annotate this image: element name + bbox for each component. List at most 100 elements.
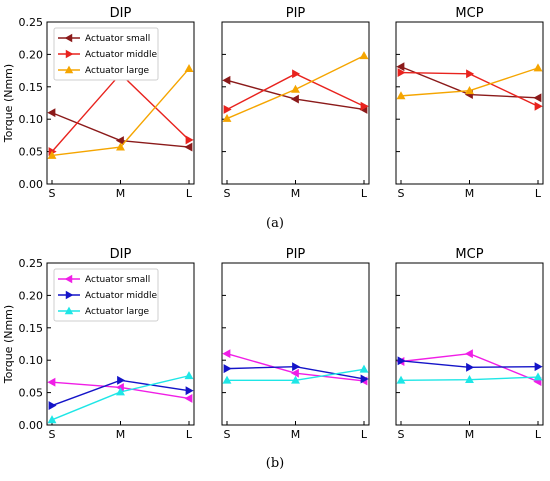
panel-a-pip: PIP S M L <box>221 6 370 200</box>
legend-box <box>53 268 159 322</box>
data-point-2-0 <box>222 113 232 122</box>
data-point-2-2 <box>359 364 369 373</box>
x-tick-label: L <box>361 428 368 441</box>
data-point-1-0 <box>48 401 57 411</box>
data-point-2-0 <box>47 415 57 424</box>
legend-entry: Actuator large <box>85 66 150 76</box>
data-point-1-2 <box>185 135 194 145</box>
x-tick-label: M <box>116 428 126 441</box>
panel-title: PIP <box>286 247 306 262</box>
x-tick-label: L <box>535 187 542 200</box>
y-tick-label: 0.10 <box>19 354 44 367</box>
caption-a: (a) <box>266 216 284 231</box>
panel-b-dip: DIP 0.00 0.05 0.10 0.15 0.20 0.25 S M L Torque (Nm… <box>2 247 195 441</box>
x-tick-label: M <box>465 187 475 200</box>
data-point-0-2 <box>184 393 193 403</box>
data-point-1-0 <box>397 68 406 77</box>
y-tick-label: 0.20 <box>19 48 44 61</box>
data-point-1-1 <box>117 375 126 385</box>
legend-entry: Actuator middle <box>85 291 157 301</box>
y-axis-label: Torque (Nmm) <box>2 64 15 143</box>
x-tick-label: L <box>186 428 193 441</box>
data-point-1-0 <box>397 356 406 366</box>
data-point-2-0 <box>396 91 406 100</box>
series-line-0 <box>226 79 365 111</box>
y-tick-label: 0.00 <box>19 178 44 191</box>
data-point-0-1 <box>290 94 299 104</box>
legend-marker <box>64 65 74 74</box>
data-point-1-2 <box>360 101 369 111</box>
data-point-2-2 <box>533 372 543 381</box>
legend-marker <box>65 49 74 59</box>
data-point-2-0 <box>47 150 57 159</box>
panel-b-mcp: MCP S M L <box>395 247 544 441</box>
data-point-1-2 <box>185 386 194 396</box>
data-point-2-0 <box>222 375 232 384</box>
legend-marker <box>64 33 73 43</box>
y-tick-label: 0.25 <box>19 257 44 270</box>
data-point-0-0 <box>222 349 231 359</box>
data-point-1-2 <box>534 362 543 372</box>
panel-title: MCP <box>455 247 483 262</box>
legend-entry: Actuator large <box>85 307 150 317</box>
y-tick-label: 0.05 <box>19 387 44 400</box>
legend-entry: Actuator middle <box>85 50 157 60</box>
data-point-0-0 <box>47 377 56 387</box>
caption-b: (b) <box>265 456 285 471</box>
data-point-0-2 <box>184 142 193 152</box>
data-point-1-1 <box>292 69 301 79</box>
legend-marker <box>65 290 74 300</box>
data-point-1-1 <box>466 69 475 79</box>
data-point-0-1 <box>115 136 124 146</box>
x-tick-label: M <box>116 187 126 200</box>
x-tick-label: S <box>224 187 231 200</box>
data-point-2-0 <box>396 375 406 384</box>
data-point-2-1 <box>116 142 125 151</box>
legend-entry: Actuator small <box>85 275 150 285</box>
y-tick-label: 0.00 <box>19 419 44 432</box>
data-point-2-2 <box>533 63 543 72</box>
panel-title: DIP <box>110 6 132 21</box>
x-tick-label: L <box>361 187 368 200</box>
panel-a-dip: DIP 0.00 0.05 0.10 0.15 0.20 0.25 S M L Torque (Nm… <box>2 6 195 200</box>
data-point-1-2 <box>360 374 369 384</box>
plot-frame <box>395 21 544 185</box>
x-tick-label: S <box>49 187 56 200</box>
x-tick-label: S <box>224 428 231 441</box>
data-point-2-1 <box>465 375 474 384</box>
legend-box <box>53 27 159 81</box>
data-point-0-1 <box>290 368 299 378</box>
data-point-1-2 <box>534 101 543 111</box>
panel-a-mcp: MCP S M L <box>395 6 544 200</box>
x-tick-label: S <box>49 428 56 441</box>
legend-entry: Actuator small <box>85 34 150 44</box>
y-tick-label: 0.15 <box>19 322 44 335</box>
data-point-0-0 <box>396 62 405 72</box>
data-point-2-1 <box>291 375 300 384</box>
data-point-1-0 <box>223 105 232 114</box>
data-point-1-1 <box>292 362 301 372</box>
panel-title: MCP <box>455 6 483 21</box>
y-axis-label: Torque (Nmm) <box>2 305 15 384</box>
plot-frame <box>221 21 370 185</box>
legend-marker <box>64 306 74 315</box>
y-tick-label: 0.25 <box>19 16 44 29</box>
panel-title: PIP <box>286 6 306 21</box>
x-tick-label: S <box>398 187 405 200</box>
y-tick-label: 0.10 <box>19 113 44 126</box>
data-point-0-1 <box>464 349 473 359</box>
data-point-1-0 <box>223 364 232 374</box>
data-point-0-2 <box>533 93 542 103</box>
data-point-1-1 <box>466 362 475 372</box>
data-point-0-0 <box>222 75 231 85</box>
panel-title: DIP <box>110 247 132 262</box>
y-tick-label: 0.05 <box>19 146 44 159</box>
data-point-2-2 <box>184 64 194 73</box>
plot-frame <box>221 262 370 426</box>
data-point-2-1 <box>291 84 300 93</box>
x-tick-label: M <box>291 187 301 200</box>
x-tick-label: L <box>535 428 542 441</box>
y-tick-label: 0.20 <box>19 289 44 302</box>
data-point-2-2 <box>184 371 194 380</box>
